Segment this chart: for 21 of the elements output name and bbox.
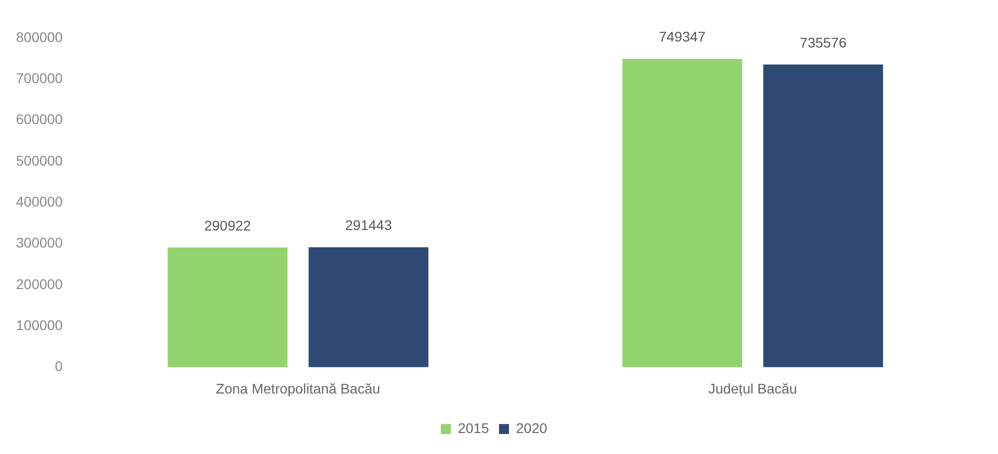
data-label: 749347 [658, 28, 706, 45]
legend-label: 2015 [458, 420, 490, 436]
data-label: 735576 [800, 34, 847, 50]
y-tick-label: 400000 [16, 193, 63, 210]
data-label: 290922 [204, 217, 252, 234]
y-tick-label: 500000 [16, 152, 63, 168]
bar [308, 247, 428, 368]
y-tick-label: 300000 [16, 234, 63, 251]
y-tick-label: 800000 [16, 28, 63, 45]
data-label: 291443 [345, 217, 392, 234]
x-tick-label: Zona Metropolitană Bacău [216, 380, 380, 396]
bar [168, 247, 288, 368]
y-tick-label: 700000 [16, 70, 63, 86]
y-tick-label: 200000 [16, 276, 63, 292]
y-tick-label: 100000 [16, 316, 63, 333]
bar [622, 58, 742, 368]
bar [763, 64, 884, 368]
x-tick-label: Județul Bacău [708, 380, 798, 396]
legend-label: 2020 [516, 420, 548, 436]
y-tick-label: 600000 [16, 111, 63, 128]
y-tick-label: 0 [54, 358, 63, 374]
